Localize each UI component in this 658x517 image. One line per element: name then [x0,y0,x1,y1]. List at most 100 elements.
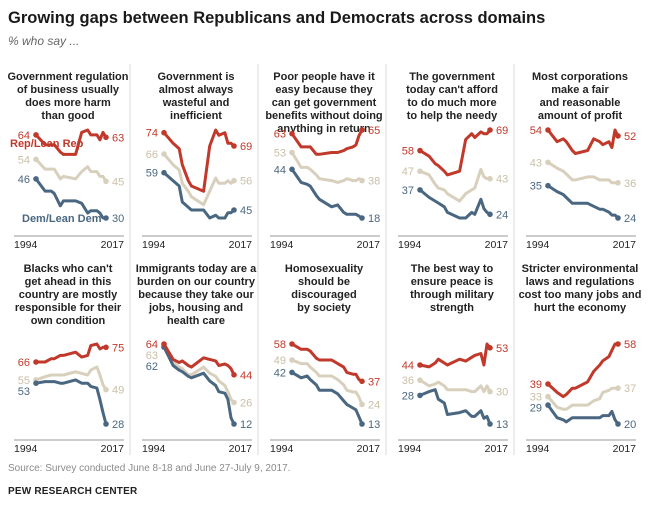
dem-point [615,421,621,427]
total-point [33,156,39,163]
dem-point [289,369,295,376]
dem-start-label: 53 [18,386,30,398]
dem-point [417,392,423,399]
chart-subtitle: % who say ... [8,34,80,48]
total-start-label: 47 [402,166,414,178]
rep-start-label: 54 [530,125,542,137]
rep-point [289,130,295,137]
panel-title-line: The best way to [411,263,494,275]
x-tick-label: 2017 [485,239,509,251]
panel-title-line: laws and regulations [526,276,635,288]
panel-title-line: Government is [157,71,234,83]
panel-title-line: Stricter environmental [522,263,639,275]
total-start-label: 49 [274,355,286,367]
rep-point [161,129,167,136]
dem-end-label: 18 [368,213,380,225]
panel-title-line: Poor people have it [273,71,375,83]
dem-start-label: 59 [146,168,158,180]
chart-title: Growing gaps between Republicans and Dem… [8,9,546,27]
x-tick-label: 1994 [270,443,294,455]
x-tick-label: 2017 [229,443,253,455]
rep-point [231,372,237,378]
panel-title-line: make a fair [551,84,609,96]
rep-series-line [546,342,620,399]
rep-start-label: 58 [274,339,286,351]
rep-start-label: 66 [18,357,30,369]
total-point [417,168,423,174]
total-start-label: 36 [402,375,414,387]
rep-point [487,127,493,133]
dem-end-label: 24 [624,213,636,225]
rep-end-label: 63 [112,132,124,144]
total-start-label: 43 [530,157,542,169]
rep-start-label: 64 [146,339,158,351]
total-end-label: 37 [624,383,636,395]
rep-point [359,378,365,385]
rep-end-label: 58 [624,339,636,351]
total-point [359,177,365,184]
x-tick-label: 2017 [485,443,509,455]
rep-end-label: 53 [496,343,508,355]
rep-start-label: 63 [274,129,286,141]
dem-series-line [546,184,620,220]
total-start-label: 33 [530,392,542,404]
panel-title-line: to do much more [407,97,496,109]
dem-start-label: 46 [18,174,30,186]
x-tick-label: 2017 [357,239,381,251]
panel-title-line: wasteful and [162,97,230,109]
panel-title-line: easy because they [275,84,373,96]
total-start-label: 55 [18,375,30,387]
total-point [417,377,423,384]
panel-title-line: own condition [31,315,106,327]
dem-point [103,215,109,221]
dem-series-line [162,345,236,426]
dem-point [417,187,423,193]
total-series-line [290,358,364,406]
rep-series-line [418,342,492,369]
dem-end-label: 12 [240,419,252,431]
rep-point [161,341,167,347]
dem-point [615,215,621,221]
dem-end-label: 20 [624,419,636,431]
rep-end-label: 69 [496,125,508,137]
x-tick-label: 1994 [526,239,550,251]
dem-end-label: 45 [240,205,252,217]
dem-point [359,421,365,427]
panel-title-line: benefits without doing [265,110,382,122]
dem-series-line [290,370,364,426]
total-series-line [418,167,492,203]
total-end-label: 38 [368,176,380,188]
x-tick-label: 2017 [613,239,637,251]
panel-title-line: to help the needy [407,110,498,122]
rep-point [417,362,423,368]
rep-point [33,132,39,138]
dem-end-label: 30 [112,213,124,225]
dem-point [487,211,493,218]
rep-point [615,341,621,347]
x-tick-label: 1994 [398,443,422,455]
rep-series-line [418,128,492,177]
total-point [231,177,237,184]
panel-title-line: ensure peace is [411,276,494,288]
rep-start-label: 44 [402,360,414,372]
x-tick-label: 1994 [142,443,166,455]
dem-point [231,421,237,427]
dem-point [359,215,365,221]
x-tick-label: 1994 [14,239,38,251]
rep-point [545,127,551,133]
x-tick-label: 1994 [142,239,166,251]
total-point [161,151,167,157]
panel-title-line: jobs, housing and [148,302,243,314]
rep-point [231,143,237,149]
dem-end-label: 13 [368,419,380,431]
panel-title-line: Blacks who can't [24,263,113,275]
dem-point [161,169,167,176]
dem-start-label: 28 [402,390,414,402]
x-tick-label: 1994 [526,443,550,455]
rep-start-label: 74 [146,128,158,140]
panel-title-line: amount of profit [538,110,623,122]
total-start-label: 66 [146,149,158,161]
rep-series-line [162,342,236,377]
